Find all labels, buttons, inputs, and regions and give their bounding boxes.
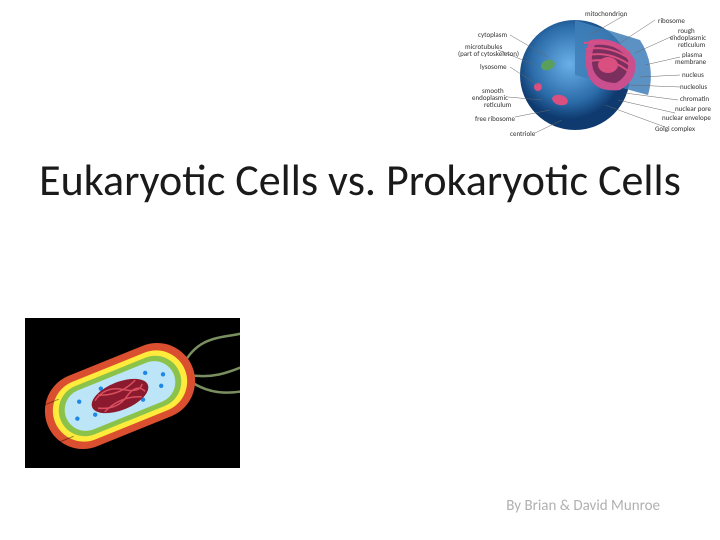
cell-label: nucleus	[682, 71, 704, 78]
cell-label: nuclear envelope	[662, 114, 711, 121]
cell-label: cytoplasm	[478, 31, 507, 38]
cell-label: free ribosome	[475, 115, 515, 122]
cell-label: membrane	[675, 58, 706, 65]
cell-label: ribosome	[658, 17, 685, 24]
cell-label: centriole	[510, 130, 535, 137]
cell-label: (part of cytoskeleton)	[458, 50, 519, 57]
cell-label: reticulum	[484, 101, 511, 108]
slide-title: Eukaryotic Cells vs. Prokaryotic Cells	[0, 155, 720, 206]
cell-label: Golgi complex	[655, 125, 695, 132]
cell-label: lysosome	[480, 63, 507, 70]
prokaryotic-cell-diagram	[25, 318, 240, 468]
cell-label: nucleolus	[680, 83, 707, 90]
eukaryotic-cell-diagram: cytoplasm microtubules (part of cytoskel…	[480, 5, 705, 145]
cell-label: chromatin	[680, 95, 709, 102]
byline: By Brian & David Munroe	[506, 497, 660, 515]
cell-label: mitochondrion	[585, 10, 627, 17]
cell-label: reticulum	[678, 41, 705, 48]
cell-label: nuclear pore	[675, 105, 711, 112]
